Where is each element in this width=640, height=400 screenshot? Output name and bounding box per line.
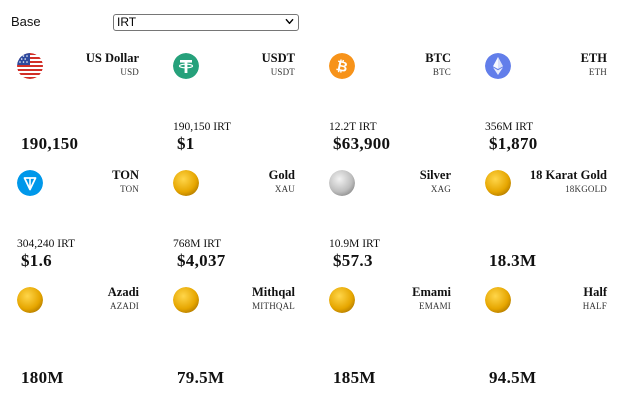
currency-name: Azadi: [107, 285, 139, 299]
currency-name: BTC: [425, 51, 451, 65]
tether-icon: [173, 53, 199, 79]
gold-coin-icon: [485, 287, 511, 313]
currency-code: EMAMI: [419, 301, 451, 311]
base-label: Base: [11, 14, 41, 29]
currency-code: TON: [120, 184, 139, 194]
currency-card-usd: US Dollar USD 190,150: [17, 40, 156, 157]
currency-card-btc: ₿ BTC BTC 12.2T IRT $63,900: [329, 40, 468, 157]
currency-card-gold: Gold XAU 768M IRT $4,037: [173, 157, 312, 274]
chevron-down-icon: [285, 18, 294, 25]
currency-name: Half: [583, 285, 607, 299]
currency-price: $1.6: [21, 251, 52, 270]
currency-irt-value: 190,150 IRT: [173, 121, 232, 133]
currency-code: BTC: [432, 67, 451, 77]
currency-irt-value: 304,240 IRT: [17, 238, 76, 250]
currency-price: $4,037: [177, 251, 226, 270]
currency-card-azadi: Azadi AZADI 180M: [17, 274, 156, 391]
gold-coin-icon: [485, 170, 511, 196]
currency-price: $1,870: [489, 134, 538, 153]
gold-coin-icon: [173, 170, 199, 196]
currency-card-emami: Emami EMAMI 185M: [329, 274, 468, 391]
currency-name: USDT: [261, 51, 295, 65]
currency-card-eth: ETH ETH 356M IRT $1,870: [485, 40, 624, 157]
gold-coin-icon: [329, 287, 355, 313]
currency-code: ETH: [588, 67, 607, 77]
currency-card-18kgold: 18 Karat Gold 18KGOLD 18.3M: [485, 157, 624, 274]
base-select-value: IRT: [117, 15, 137, 29]
currency-name: Gold: [268, 168, 295, 182]
currency-price: $63,900: [333, 134, 391, 153]
us-flag-icon: [17, 53, 43, 79]
currency-price: 180M: [21, 368, 64, 387]
currency-irt-value: 356M IRT: [485, 121, 534, 133]
currency-code: 18KGOLD: [565, 184, 607, 194]
currency-card-usdt: USDT USDT 190,150 IRT $1: [173, 40, 312, 157]
currency-code: XAU: [274, 184, 295, 194]
currency-card-mithqal: Mithqal MITHQAL 79.5M: [173, 274, 312, 391]
currency-price: 18.3M: [489, 251, 537, 270]
bitcoin-icon: ₿: [329, 53, 355, 79]
base-currency-select[interactable]: IRT: [113, 14, 299, 31]
currency-name: TON: [112, 168, 139, 182]
ethereum-icon: [485, 53, 511, 79]
currency-irt-value: 10.9M IRT: [329, 238, 381, 250]
currency-price: 190,150: [21, 134, 79, 153]
currency-card-ton: TON TON 304,240 IRT $1.6: [17, 157, 156, 274]
currency-name: ETH: [580, 51, 607, 65]
currency-code: AZADI: [110, 301, 139, 311]
currency-name: US Dollar: [85, 51, 139, 65]
currency-code: HALF: [582, 301, 607, 311]
currency-price: $1: [177, 134, 195, 153]
currency-irt-value: 12.2T IRT: [329, 121, 377, 133]
currency-code: MITHQAL: [252, 301, 295, 311]
currency-grid: US Dollar USD 190,150 USDT USDT 190,150 …: [0, 40, 640, 391]
svg-text:₿: ₿: [335, 58, 349, 76]
currency-irt-value: 768M IRT: [173, 238, 222, 250]
silver-coin-icon: [329, 170, 355, 196]
currency-price: 94.5M: [489, 368, 537, 387]
currency-code: USD: [120, 67, 139, 77]
gold-coin-icon: [17, 287, 43, 313]
currency-price: $57.3: [333, 251, 373, 270]
currency-name: Emami: [412, 285, 451, 299]
currency-name: Silver: [419, 168, 451, 182]
ton-icon: [17, 170, 43, 196]
currency-code: USDT: [270, 67, 295, 77]
currency-price: 185M: [333, 368, 376, 387]
currency-card-silver: Silver XAG 10.9M IRT $57.3: [329, 157, 468, 274]
currency-name: Mithqal: [251, 285, 295, 299]
currency-name: 18 Karat Gold: [529, 168, 607, 182]
gold-coin-icon: [173, 287, 199, 313]
currency-card-half: Half HALF 94.5M: [485, 274, 624, 391]
currency-price: 79.5M: [177, 368, 225, 387]
currency-code: XAG: [430, 184, 451, 194]
